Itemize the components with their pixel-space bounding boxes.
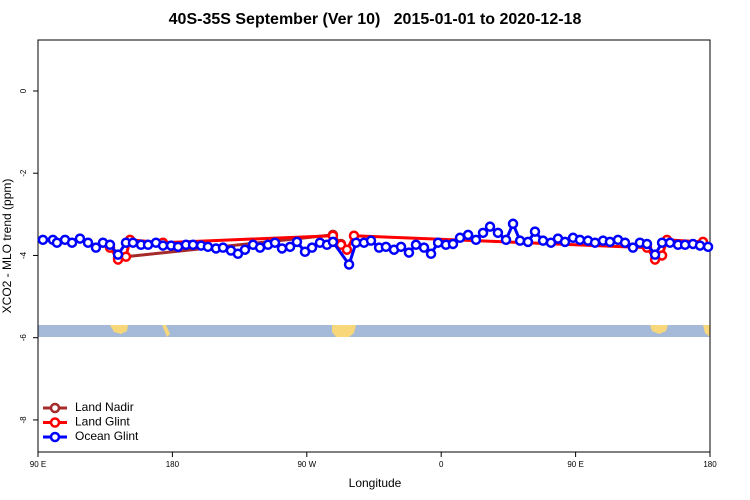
data-point: [500, 234, 512, 246]
land-patch: [703, 325, 710, 337]
data-point: [403, 247, 415, 258]
data-point: [529, 226, 541, 237]
data-point: [269, 237, 281, 248]
y-tick-label: -4: [19, 251, 28, 259]
data-point: [619, 237, 631, 248]
y-tick-label: 0: [19, 88, 28, 93]
data-point: [477, 227, 489, 239]
data-point: [74, 233, 86, 244]
y-axis-label: XCO2 - MLO trend (ppm): [0, 179, 14, 314]
legend-swatch-marker: [49, 431, 61, 443]
data-point: [202, 241, 214, 253]
data-point: [522, 236, 534, 248]
data-point: [276, 243, 288, 254]
data-point: [341, 244, 353, 255]
data-point: [90, 242, 102, 253]
data-point: [37, 234, 49, 246]
x-tick-label: 90 E: [30, 460, 46, 469]
data-point: [694, 240, 706, 251]
data-point: [589, 237, 601, 248]
data-point: [641, 238, 653, 250]
data-point: [559, 236, 571, 248]
x-tick-label: 180: [703, 460, 717, 469]
data-point: [284, 241, 296, 253]
land-patch: [650, 325, 668, 334]
data-point: [66, 237, 78, 248]
data-point: [702, 241, 714, 253]
data-point: [492, 227, 504, 239]
land-ocean-strip: [38, 325, 710, 337]
chart-title: 40S-35S September (Ver 10) 2015-01-01 to…: [169, 11, 582, 28]
data-point: [470, 234, 482, 246]
data-point: [484, 221, 496, 232]
land-patch: [110, 325, 128, 334]
legend-swatch-marker: [49, 417, 61, 428]
land-patch: [332, 325, 356, 337]
data-point: [604, 236, 616, 248]
data-point: [507, 218, 519, 230]
data-point: [418, 242, 430, 253]
data-point: [395, 241, 407, 253]
data-point: [187, 239, 199, 251]
data-point: [447, 238, 459, 250]
data-point: [239, 244, 251, 255]
data-point: [343, 259, 355, 270]
x-tick-label: 180: [166, 460, 180, 469]
data-point: [462, 229, 474, 241]
y-tick-label: -2: [19, 169, 28, 177]
y-tick-label: -8: [19, 416, 28, 424]
legend-label: Land Glint: [75, 415, 130, 429]
data-point: [104, 239, 116, 251]
data-point: [649, 249, 661, 260]
data-point: [410, 239, 422, 251]
data-point: [327, 236, 339, 248]
land-patch: [162, 325, 170, 337]
data-point: [127, 237, 139, 248]
legend-label: Ocean Glint: [75, 429, 139, 443]
data-point: [157, 240, 169, 251]
data-point: [514, 235, 526, 246]
data-point: [51, 237, 63, 248]
x-tick-label: 0: [439, 460, 444, 469]
data-point: [380, 241, 392, 253]
data-point: [365, 235, 377, 246]
data-point: [664, 237, 676, 248]
legend-label: Land Nadir: [75, 400, 134, 414]
legend-swatch-marker: [49, 402, 61, 414]
x-tick-label: 90 W: [297, 460, 316, 469]
data-point: [82, 237, 94, 248]
data-point: [112, 249, 124, 260]
series: [37, 218, 714, 270]
data-point: [306, 242, 318, 253]
x-tick-label: 90 E: [567, 460, 583, 469]
data-point: [627, 242, 639, 253]
y-tick-label: -6: [19, 334, 28, 342]
ocean-band: [38, 325, 710, 337]
data-point: [291, 236, 303, 248]
data-point: [454, 232, 466, 244]
data-point: [574, 234, 586, 246]
x-axis-label: Longitude: [349, 476, 402, 490]
data-point: [425, 248, 437, 260]
